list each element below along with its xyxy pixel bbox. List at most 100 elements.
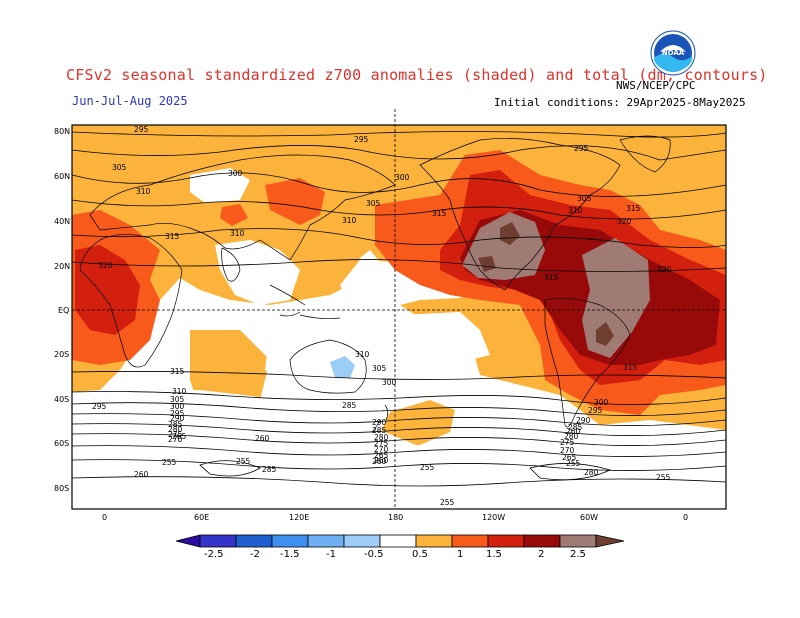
contour-label: 260 [374,456,389,465]
contour-label: 305 [112,163,127,172]
contour-label: 270 [374,445,389,454]
contour-label: 255 [162,458,177,467]
contour-label: 300 [170,402,185,411]
forecast-period: Jun-Jul-Aug 2025 [72,94,188,108]
contour-label: 290 [372,418,387,427]
colorbar-tick-label: -2.5 [204,549,224,560]
lat-tick-label: 20S [54,350,69,359]
contour-label: 280 [564,432,579,441]
lat-tick-label: 80N [54,127,70,136]
colorbar-swatch [199,534,237,548]
contour-label: 295 [170,409,185,418]
contour-label: 315 [623,363,638,372]
colorbar-tick-label: -0.5 [364,549,384,560]
contour-label: 255 [440,498,455,507]
contour-label: 310 [230,229,245,238]
contour-label: 320 [657,265,672,274]
contour-label: 275 [560,438,575,447]
chart-title: CFSv2 seasonal standardized z700 anomali… [66,66,768,84]
logo-text: NOAA [662,49,685,57]
contour-label: 315 [544,273,559,282]
colorbar-swatch [343,534,381,548]
lat-tick-label: 80S [54,484,69,493]
contour-label: 280 [374,433,389,442]
contour-label: 260 [566,427,581,436]
contour-label: 285 [262,465,277,474]
contour-label: 275 [374,439,389,448]
colorbar-labels: -2.5 -2 -1.5 -1 -0.5 0.5 1 1.5 2 2.5 [204,549,586,560]
colorbar-tick-label: -2 [250,549,260,560]
contour-label: 285 [568,423,583,432]
contour-label-group: 295 295 295 305 300 300 310 305 310 315 … [92,125,672,507]
contour-label: 310 [342,216,357,225]
lat-tick-label: 60N [54,172,70,181]
contour-label: 310 [568,206,583,215]
colorbar-tick-label: -1 [326,549,336,560]
lon-tick-label: 120W [482,513,505,522]
contour-label: 290 [170,414,185,423]
initial-conditions: Initial conditions: 29Apr2025-8May2025 [494,96,746,109]
contour-label: 270 [560,446,575,455]
longitude-axis: 0 60E 120E 180 120W 60W 0 [102,513,688,522]
contour-label: 315 [165,232,180,241]
colorbar-swatch [235,534,273,548]
contour-label: 255 [236,457,251,466]
colorbar-swatch [559,534,597,548]
contour-label: 305 [372,364,387,373]
contour-label: 265 [562,453,577,462]
contour-label: 265 [172,432,187,441]
contour-label: 285 [168,420,183,429]
colorbar-tick-label: 2.5 [570,549,586,560]
contour-label: 270 [168,435,183,444]
contour-label: 305 [170,395,185,404]
contour-label: 275 [168,430,183,439]
contour-label: 285 [342,401,357,410]
latitude-axis: 80N 60N 40N 20N EQ 20S 40S 60S 80S [54,127,70,493]
lon-tick-label: 120E [289,513,309,522]
colorbar-swatch [415,534,453,548]
contour-label: 280 [168,425,183,434]
coastlines [79,135,671,433]
contour-label: 260 [372,457,387,466]
contour-label: 315 [432,209,447,218]
colorbar-swatch [595,534,625,548]
contour-label: 320 [98,261,113,270]
contour-label: 295 [574,144,589,153]
colorbar-swatch [487,534,525,548]
contour-label: 260 [255,434,270,443]
contour-label: 300 [395,173,410,182]
colorbar-tick-label: 2 [538,549,544,560]
contour-label: 290 [576,416,591,425]
lat-tick-label: 40S [54,395,69,404]
lon-tick-label: 60W [580,513,598,522]
colorbar-tick-label: -1.5 [280,549,300,560]
contour-label: 320 [617,217,632,226]
colorbar-tick-label: 1.5 [486,549,502,560]
height-contours [72,131,726,487]
noaa-logo-icon: NOAA [650,30,696,76]
contour-label: 295 [92,402,107,411]
contour-label: 265 [374,451,389,460]
lat-tick-label: 20N [54,262,70,271]
contour-label: 280 [584,468,599,477]
colorbar-swatch [451,534,489,548]
contour-label: 310 [355,350,370,359]
contour-label: 285 [372,426,387,435]
lat-tick-label: EQ [58,306,69,315]
lon-tick-label: 60E [194,513,209,522]
colorbar-swatch [175,534,201,548]
contour-label: 300 [382,378,397,387]
lat-tick-label: 40N [54,217,70,226]
lon-tick-label: 180 [388,513,403,522]
contour-label: 310 [136,187,151,196]
colorbar-tick-label: 0.5 [412,549,428,560]
contour-label: 255 [420,463,435,472]
colorbar [175,534,625,548]
lat-tick-label: 60S [54,439,69,448]
contour-label: 305 [366,199,381,208]
contour-label: 315 [626,204,641,213]
lon-tick-label: 0 [102,513,107,522]
contour-label: 295 [134,125,149,134]
contour-label: 315 [170,367,185,376]
